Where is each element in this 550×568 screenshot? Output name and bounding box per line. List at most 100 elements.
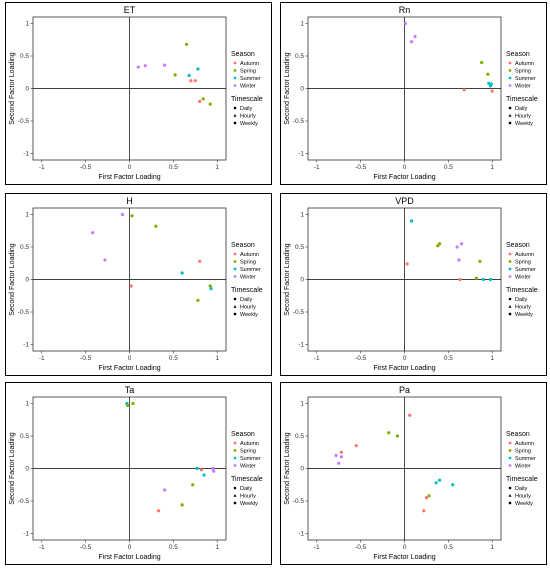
- chart-pa: Pa -1 -0.5 0 0.5 1 -1 -0.5 0 0.5 1 First Factor Loa…: [280, 382, 547, 565]
- data-point-spring: [180, 503, 184, 507]
- legend-season-label: Autumn: [515, 61, 534, 67]
- data-point-winter: [136, 65, 140, 69]
- legend-timescale-marker: [508, 297, 512, 301]
- legend-timescale-label: Weekly: [240, 501, 258, 507]
- legend-season-marker: [233, 84, 237, 87]
- y-tick-label: -1: [298, 531, 304, 538]
- y-tick-label: -1: [298, 151, 304, 158]
- data-point-spring: [395, 434, 400, 438]
- legend-season-marker: [233, 252, 237, 256]
- data-point-summer: [437, 478, 442, 482]
- legend-timescale-label: Daily: [515, 297, 527, 303]
- data-point-spring: [191, 483, 195, 487]
- data-point-autumn: [193, 79, 197, 83]
- y-axis-label: Second Factor Loading: [284, 432, 291, 504]
- legend-timescale-title: Timescale: [506, 287, 538, 294]
- legend-season-title: Season: [231, 242, 255, 249]
- data-point-summer: [409, 219, 414, 223]
- legend-timescale-label: Hourly: [515, 305, 531, 311]
- panel-rn: Rn -1 -0.5 0 0.5 1 -1 -0.5 0 0.5 1 First Factor Loa…: [280, 2, 547, 185]
- data-point-summer: [434, 481, 438, 485]
- data-point-winter: [339, 455, 343, 459]
- legend-timescale-label: Hourly: [240, 305, 256, 311]
- data-point-winter: [120, 212, 125, 217]
- x-tick-label: 0.5: [169, 164, 178, 171]
- legend-season-marker: [508, 456, 512, 460]
- x-tick-label: -0.5: [80, 544, 92, 551]
- y-tick-label: 0: [300, 277, 304, 284]
- data-point-winter: [143, 64, 147, 68]
- legend-season-label: Winter: [240, 275, 256, 281]
- x-tick-label: -0.5: [355, 164, 367, 171]
- data-point-autumn: [189, 79, 193, 83]
- legend-timescale-marker: [508, 305, 512, 308]
- legend-timescale-marker: [508, 121, 512, 125]
- x-axis-label: First Factor Loading: [98, 554, 160, 561]
- legend-timescale-marker: [508, 312, 512, 316]
- x-tick-label: -0.5: [355, 544, 367, 551]
- x-tick-label: 0: [403, 544, 407, 551]
- x-tick-label: -1: [314, 544, 320, 551]
- data-point-summer: [488, 277, 493, 282]
- data-point-summer: [451, 483, 455, 487]
- legend-timescale-marker: [508, 106, 512, 110]
- data-point-summer: [487, 81, 491, 85]
- y-tick-label: 0: [25, 86, 29, 93]
- panel-et: ET -1 -0.5 0 0.5 1 -1 -0.5 0 0.5 1 First Factor Loa…: [5, 2, 272, 185]
- x-tick-label: -0.5: [80, 355, 92, 362]
- data-point-summer: [489, 82, 493, 86]
- data-point-autumn: [156, 509, 161, 513]
- data-point-spring: [387, 431, 391, 435]
- legend-season-marker: [508, 449, 512, 452]
- x-tick-label: 0.5: [444, 164, 453, 171]
- legend-timescale-marker: [508, 501, 512, 505]
- y-tick-label: 0.5: [20, 244, 29, 251]
- legend-season-marker: [233, 449, 237, 452]
- legend-timescale-marker: [508, 494, 512, 497]
- legend-season-label: Summer: [240, 456, 261, 462]
- x-tick-label: 1: [215, 544, 219, 551]
- y-tick-label: 0.5: [295, 433, 304, 440]
- data-point-autumn: [198, 259, 202, 263]
- legend-timescale-marker: [233, 297, 237, 301]
- legend-season-label: Summer: [515, 76, 536, 82]
- x-tick-label: -1: [39, 544, 45, 551]
- legend-timescale-label: Daily: [515, 106, 527, 112]
- data-point-summer: [481, 277, 486, 282]
- legend-season-marker: [233, 260, 237, 263]
- legend-season-label: Summer: [240, 267, 261, 273]
- legend-timescale-title: Timescale: [231, 476, 263, 483]
- legend-timescale-label: Weekly: [240, 121, 258, 127]
- data-point-winter: [403, 21, 407, 26]
- y-axis-label: Second Factor Loading: [284, 52, 291, 124]
- chart-title: Pa: [399, 385, 410, 395]
- data-point-autumn: [424, 496, 429, 500]
- data-point-winter: [211, 466, 215, 471]
- data-point-autumn: [199, 468, 204, 472]
- legend-season-label: Winter: [515, 464, 531, 470]
- legend-season-label: Summer: [515, 267, 536, 273]
- data-point-winter: [413, 34, 417, 39]
- y-tick-label: 0: [25, 466, 29, 473]
- panel-vpd: VPD -1 -0.5 0 0.5 1 -1 -0.5 0 0.5 1 First Factor Lo…: [280, 193, 547, 376]
- data-point-winter: [455, 245, 459, 249]
- data-point-spring: [154, 224, 158, 228]
- legend-timescale-label: Weekly: [240, 312, 258, 318]
- legend-timescale-label: Hourly: [240, 494, 256, 500]
- x-axis-label: First Factor Loading: [98, 365, 160, 372]
- x-tick-label: 0: [403, 355, 407, 362]
- x-tick-label: -1: [314, 164, 320, 171]
- data-point-winter: [103, 258, 107, 262]
- data-point-spring: [480, 60, 484, 65]
- legend-season-marker: [508, 84, 512, 87]
- legend-season-marker: [233, 456, 237, 460]
- data-point-autumn: [198, 99, 202, 104]
- data-point-spring: [126, 403, 130, 408]
- legend-timescale-marker: [233, 121, 237, 125]
- legend-season-label: Spring: [240, 449, 256, 455]
- legend-timescale-marker: [508, 114, 512, 117]
- legend-season-marker: [233, 69, 237, 72]
- x-tick-label: 1: [490, 544, 494, 551]
- legend-timescale-marker: [233, 312, 237, 316]
- y-tick-label: 0: [25, 277, 29, 284]
